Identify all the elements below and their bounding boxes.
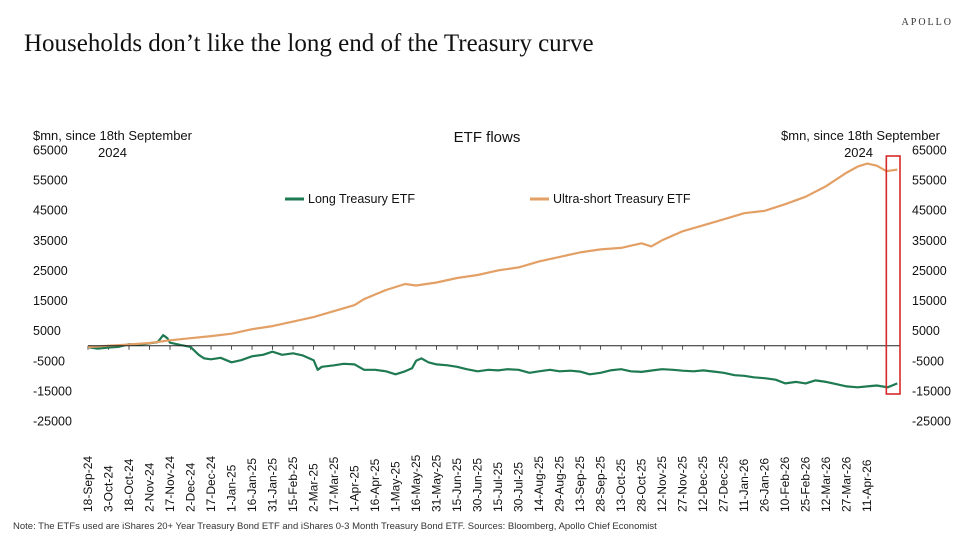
x-tick-label: 14-Aug-25: [532, 456, 546, 512]
x-tick-label: 12-Mar-26: [819, 456, 833, 512]
footnote: Note: The ETFs used are iShares 20+ Year…: [13, 521, 657, 532]
x-tick-label: 2-Dec-24: [184, 462, 198, 512]
x-axis-ticks: 18-Sep-24 3-Oct-24 18-Oct-24 2-Nov-24 17-Nov…: [81, 345, 874, 512]
x-tick-label: 30-Jun-25: [471, 458, 485, 512]
legend-label-long-treasury: Long Treasury ETF: [308, 192, 415, 206]
x-tick-label: 27-Dec-25: [717, 456, 731, 512]
x-tick-label: 2-Mar-25: [307, 463, 321, 512]
y-tick-left: 55000: [33, 174, 68, 188]
y-tick-right: 65000: [912, 144, 947, 158]
x-tick-label: 12-Dec-25: [696, 456, 710, 512]
y-axis-left-label-line1: $mn, since 18th September: [33, 128, 193, 143]
x-tick-label: 18-Oct-24: [122, 458, 136, 512]
y-tick-right: -25000: [912, 415, 951, 429]
y-tick-right: 45000: [912, 204, 947, 218]
brand-logo: APOLLO: [901, 17, 953, 28]
x-tick-label: 10-Feb-26: [778, 456, 792, 512]
x-tick-label: 15-Jun-25: [450, 458, 464, 512]
x-tick-label: 15-Feb-25: [286, 456, 300, 512]
x-tick-label: 3-Oct-24: [102, 465, 116, 512]
y-tick-right: 55000: [912, 174, 947, 188]
x-tick-label: 25-Feb-26: [799, 456, 813, 512]
chart-legend: Long Treasury ETF Ultra-short Treasury E…: [285, 192, 691, 206]
x-tick-label: 18-Sep-24: [81, 456, 95, 512]
y-tick-left: 35000: [33, 234, 68, 248]
x-tick-label: 26-Jan-26: [758, 458, 772, 512]
y-tick-left: 25000: [33, 264, 68, 278]
y-tick-right: -15000: [912, 384, 951, 398]
page-headline: Households don’t like the long end of th…: [24, 30, 594, 57]
x-tick-label: 28-Oct-25: [635, 458, 649, 512]
x-tick-label: 28-Sep-25: [594, 456, 608, 512]
x-tick-label: 16-Apr-25: [368, 458, 382, 512]
x-tick-label: 29-Aug-25: [553, 456, 567, 512]
y-axis-left-label-line2: 2024: [98, 145, 127, 160]
x-tick-label: 17-Mar-25: [327, 456, 341, 512]
x-tick-label: 11-Apr-26: [860, 459, 874, 512]
x-tick-label: 13-Oct-25: [614, 458, 628, 512]
y-axis-left-label: $mn, since 18th September 2024: [33, 128, 193, 160]
y-axis-right-label: $mn, since 18th September 2024: [781, 128, 941, 160]
y-tick-left: 45000: [33, 204, 68, 218]
x-tick-label: 1-Apr-25: [348, 465, 362, 512]
x-tick-label: 31-Jan-25: [266, 458, 280, 512]
x-tick-label: 30-Jul-25: [512, 462, 526, 512]
y-tick-right: 35000: [912, 234, 947, 248]
series-line-long-treasury: [87, 334, 898, 389]
x-tick-label: 11-Jan-26: [737, 459, 751, 512]
y-axis-left-ticks: 65000 55000 45000 35000 25000 15000 5000 -5000 -…: [33, 144, 72, 429]
x-tick-label: 31-May-25: [430, 454, 444, 512]
series-line-ultra-short-treasury: [87, 162, 898, 349]
y-axis-right-label-line2: 2024: [844, 145, 873, 160]
y-tick-right: 15000: [912, 294, 947, 308]
y-tick-right: 5000: [912, 324, 940, 338]
x-tick-label: 2-Nov-24: [143, 462, 157, 512]
x-tick-label: 12-Nov-25: [655, 456, 669, 512]
legend-label-ultra-short-treasury: Ultra-short Treasury ETF: [553, 192, 691, 206]
x-tick-label: 17-Dec-24: [204, 456, 218, 512]
x-tick-label: 1-May-25: [389, 461, 403, 512]
series-lines: [87, 162, 898, 389]
y-tick-right: -5000: [912, 354, 944, 368]
x-tick-label: 16-Jan-25: [245, 458, 259, 512]
y-tick-left: -25000: [33, 415, 72, 429]
x-tick-label: 1-Jan-25: [225, 464, 239, 512]
y-tick-left: -5000: [33, 354, 65, 368]
y-axis-right-ticks: 65000 55000 45000 35000 25000 15000 5000 -5000 -…: [912, 144, 951, 429]
y-tick-left: 15000: [33, 294, 68, 308]
y-tick-left: -15000: [33, 384, 72, 398]
y-tick-left: 65000: [33, 144, 68, 158]
x-tick-label: 16-May-25: [409, 454, 423, 512]
y-tick-left: 5000: [33, 324, 61, 338]
x-tick-label: 15-Jul-25: [491, 462, 505, 512]
highlight-box: [885, 155, 901, 395]
y-tick-right: 25000: [912, 264, 947, 278]
x-tick-label: 27-Mar-26: [840, 456, 854, 512]
x-tick-label: 27-Nov-25: [676, 456, 690, 512]
chart-title: ETF flows: [454, 129, 521, 146]
y-axis-right-label-line1: $mn, since 18th September: [781, 128, 941, 143]
x-tick-label: 13-Sep-25: [573, 456, 587, 512]
x-tick-label: 17-Nov-24: [163, 456, 177, 512]
